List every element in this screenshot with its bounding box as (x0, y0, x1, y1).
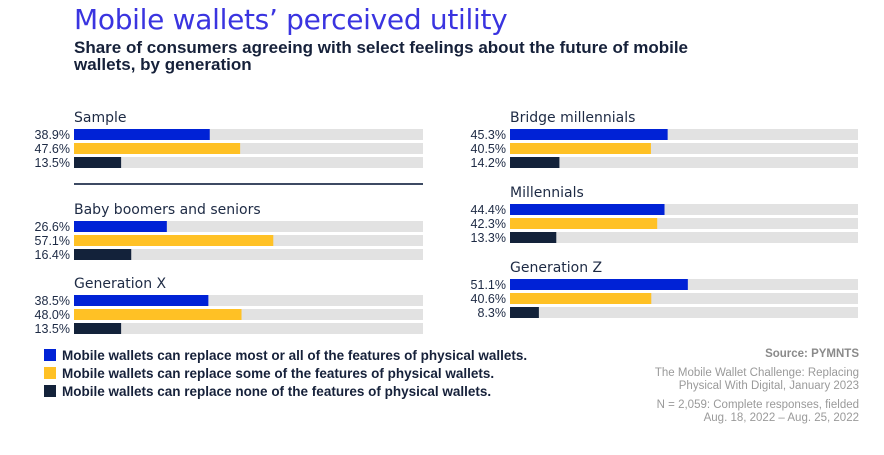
legend-swatch-most-all (44, 349, 56, 361)
bar-most-all (510, 204, 665, 215)
bar-track (74, 309, 423, 320)
source-report-line-2: Physical With Digital, January 2023 (678, 380, 859, 392)
legend-label-most-all: Mobile wallets can replace most or all o… (62, 347, 528, 363)
bar-some (510, 218, 658, 229)
bar-track (510, 204, 858, 215)
group-millennials: Millennials 44.4%42.3%13.3% (471, 185, 858, 245)
bar-none (510, 232, 557, 243)
bar-none (510, 157, 560, 168)
source-heading: Source: PYMNTS (765, 348, 859, 360)
bar-track (74, 129, 423, 140)
bar-most-all (74, 129, 210, 140)
bar-track (510, 129, 858, 140)
value-label-none: 13.3% (471, 231, 506, 245)
value-label-most-all: 44.4% (471, 203, 506, 217)
value-label-none: 13.5% (35, 322, 70, 336)
bar-track (510, 157, 858, 168)
value-label-some: 40.5% (471, 142, 506, 156)
chart-title: Mobile wallets’ perceived utility (74, 3, 508, 36)
group-title: Baby boomers and seniors (74, 202, 261, 218)
group-baby-boomers-and-seniors: Baby boomers and seniors 26.6%57.1%16.4% (35, 202, 423, 262)
bar-most-all (74, 221, 167, 232)
bar-some (74, 143, 241, 154)
group-title: Generation Z (510, 260, 602, 276)
source-report: The Mobile Wallet Challenge: Replacing P… (655, 367, 859, 393)
value-label-some: 47.6% (35, 142, 70, 156)
bar-most-all (510, 129, 668, 140)
value-label-most-all: 45.3% (471, 128, 506, 142)
value-label-most-all: 38.5% (35, 294, 70, 308)
bar-track (74, 157, 423, 168)
bar-track (74, 249, 423, 260)
bar-track (74, 143, 423, 154)
value-label-some: 40.6% (471, 292, 506, 306)
bar-track (510, 218, 858, 229)
bar-none (74, 323, 122, 334)
bar-none (74, 157, 122, 168)
bar-track (510, 293, 858, 304)
legend-item-most-all: Mobile wallets can replace most or all o… (44, 346, 527, 364)
legend-label-some: Mobile wallets can replace some of the f… (62, 365, 495, 381)
source-report-line-1: The Mobile Wallet Challenge: Replacing (654, 367, 859, 379)
source-sample-line-1: N = 2,059: Complete responses, fielded (656, 399, 859, 411)
group-generation-x: Generation X 38.5%48.0%13.5% (35, 276, 423, 336)
bar-none (74, 249, 132, 260)
source-sample: N = 2,059: Complete responses, fielded A… (655, 399, 859, 425)
value-label-none: 14.2% (471, 156, 506, 170)
group-bridge-millennials: Bridge millennials 45.3%40.5%14.2% (471, 110, 858, 170)
legend-label-none: Mobile wallets can replace none of the f… (62, 383, 492, 399)
source-note: Source: PYMNTS The Mobile Wallet Challen… (655, 348, 859, 431)
group-title: Millennials (510, 185, 584, 201)
bar-most-all (74, 295, 209, 306)
source-sample-line-2: Aug. 18, 2022 – Aug. 25, 2022 (703, 412, 859, 424)
bar-some (74, 235, 274, 246)
group-title: Generation X (74, 276, 167, 292)
group-sample: Sample 38.9%47.6%13.5% (35, 110, 423, 170)
legend-swatch-none (44, 385, 56, 397)
value-label-none: 16.4% (35, 248, 70, 262)
bar-track (510, 232, 858, 243)
value-label-none: 8.3% (478, 306, 507, 320)
chart-subtitle: Share of consumers agreeing with select … (74, 38, 689, 74)
legend-item-none: Mobile wallets can replace none of the f… (44, 382, 527, 400)
group-generation-z: Generation Z 51.1%40.6%8.3% (471, 260, 858, 320)
value-label-most-all: 51.1% (471, 278, 506, 292)
bar-track (510, 307, 858, 318)
group-title: Bridge millennials (510, 110, 635, 126)
value-label-some: 42.3% (471, 217, 506, 231)
legend-item-some: Mobile wallets can replace some of the f… (44, 364, 527, 382)
value-label-most-all: 26.6% (35, 220, 70, 234)
bar-track (74, 221, 423, 232)
bar-some (510, 293, 652, 304)
bar-track (74, 323, 423, 334)
bar-none (510, 307, 539, 318)
value-label-some: 57.1% (35, 234, 70, 248)
value-label-some: 48.0% (35, 308, 70, 322)
value-label-none: 13.5% (35, 156, 70, 170)
legend: Mobile wallets can replace most or all o… (44, 346, 527, 400)
legend-swatch-some (44, 367, 56, 379)
bar-track (510, 143, 858, 154)
bar-some (510, 143, 651, 154)
bar-some (74, 309, 242, 320)
bar-most-all (510, 279, 688, 290)
bar-track (74, 295, 423, 306)
value-label-most-all: 38.9% (35, 128, 70, 142)
group-title: Sample (74, 110, 127, 126)
